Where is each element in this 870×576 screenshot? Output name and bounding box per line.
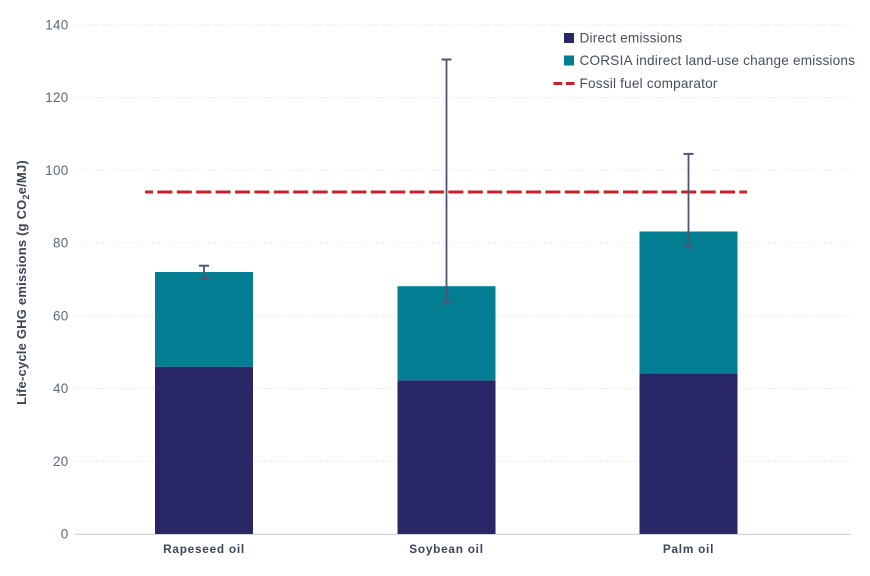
svg-text:Rapeseed oil: Rapeseed oil	[163, 542, 245, 556]
svg-text:100: 100	[45, 163, 68, 178]
svg-text:0: 0	[61, 527, 69, 542]
svg-text:Soybean oil: Soybean oil	[409, 542, 483, 556]
svg-text:Palm oil: Palm oil	[663, 542, 714, 556]
svg-text:CORSIA indirect land-use chang: CORSIA indirect land-use change emission…	[580, 53, 856, 68]
svg-text:Direct emissions: Direct emissions	[580, 31, 683, 46]
svg-text:80: 80	[53, 236, 69, 251]
svg-text:Life-cycle GHG emissions (g CO: Life-cycle GHG emissions (g CO2e/MJ)	[14, 160, 31, 405]
svg-text:140: 140	[45, 18, 68, 33]
svg-text:20: 20	[53, 454, 69, 469]
svg-text:40: 40	[53, 381, 69, 396]
svg-text:60: 60	[53, 308, 69, 323]
svg-text:Fossil fuel comparator: Fossil fuel comparator	[580, 76, 718, 91]
svg-text:120: 120	[45, 90, 68, 105]
